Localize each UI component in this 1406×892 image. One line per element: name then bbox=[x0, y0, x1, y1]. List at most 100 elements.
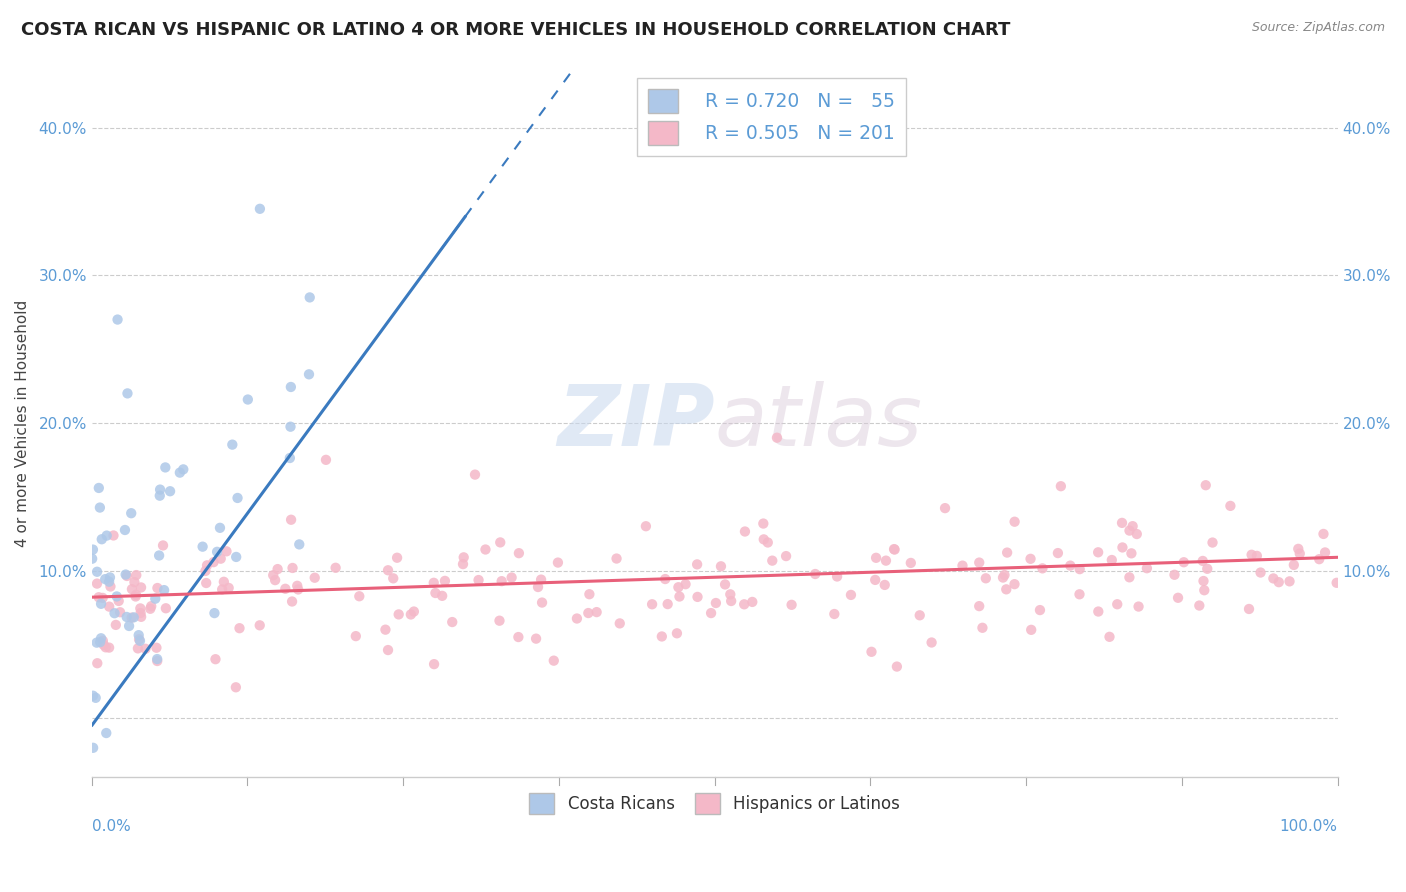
Point bbox=[967, 556, 990, 570]
Point bbox=[402, 605, 425, 619]
Point bbox=[761, 554, 783, 568]
Point bbox=[103, 606, 125, 620]
Point bbox=[453, 550, 475, 565]
Point bbox=[1118, 570, 1140, 584]
Point bbox=[105, 590, 128, 604]
Point bbox=[1195, 478, 1218, 492]
Point bbox=[325, 561, 347, 575]
Point bbox=[576, 606, 599, 620]
Point bbox=[134, 641, 156, 656]
Point bbox=[98, 570, 121, 584]
Point bbox=[118, 619, 141, 633]
Point bbox=[720, 594, 742, 608]
Point bbox=[606, 551, 628, 566]
Point bbox=[733, 597, 755, 611]
Point bbox=[225, 549, 247, 564]
Point bbox=[530, 573, 553, 587]
Point bbox=[451, 557, 474, 571]
Point bbox=[1197, 562, 1219, 576]
Point bbox=[489, 535, 512, 549]
Point bbox=[124, 590, 146, 604]
Point bbox=[508, 546, 530, 560]
Point bbox=[1101, 553, 1123, 567]
Point bbox=[865, 550, 887, 565]
Point bbox=[1246, 549, 1268, 563]
Point bbox=[527, 580, 550, 594]
Point bbox=[974, 571, 997, 585]
Point bbox=[665, 626, 688, 640]
Point bbox=[225, 681, 247, 695]
Point bbox=[149, 489, 172, 503]
Point bbox=[94, 572, 117, 586]
Point bbox=[172, 462, 194, 476]
Point bbox=[1268, 575, 1291, 590]
Point bbox=[641, 597, 664, 611]
Point bbox=[972, 621, 994, 635]
Point bbox=[766, 431, 789, 445]
Text: atlas: atlas bbox=[714, 382, 922, 465]
Point bbox=[704, 596, 727, 610]
Point bbox=[1087, 605, 1109, 619]
Point bbox=[657, 597, 679, 611]
Point bbox=[1128, 599, 1150, 614]
Point bbox=[565, 611, 588, 625]
Point bbox=[287, 582, 309, 597]
Point bbox=[1111, 541, 1133, 555]
Point bbox=[1286, 541, 1309, 556]
Point bbox=[991, 570, 1014, 584]
Point bbox=[474, 542, 496, 557]
Point bbox=[467, 573, 489, 587]
Point bbox=[1111, 516, 1133, 530]
Point bbox=[399, 607, 422, 622]
Point bbox=[91, 633, 114, 648]
Point bbox=[1250, 566, 1272, 580]
Point bbox=[1219, 499, 1241, 513]
Point bbox=[89, 635, 111, 649]
Point bbox=[756, 535, 779, 549]
Point bbox=[1126, 527, 1149, 541]
Point bbox=[349, 589, 371, 603]
Point bbox=[128, 628, 150, 642]
Point bbox=[873, 578, 896, 592]
Point bbox=[531, 596, 554, 610]
Point bbox=[1019, 623, 1042, 637]
Point bbox=[205, 545, 228, 559]
Point bbox=[385, 550, 408, 565]
Point bbox=[1069, 587, 1091, 601]
Point bbox=[1263, 571, 1285, 585]
Point bbox=[304, 571, 326, 585]
Point bbox=[1237, 602, 1260, 616]
Point bbox=[1046, 546, 1069, 560]
Point bbox=[1201, 535, 1223, 549]
Point bbox=[654, 572, 676, 586]
Point bbox=[752, 516, 775, 531]
Point bbox=[524, 632, 547, 646]
Point bbox=[285, 579, 308, 593]
Point bbox=[315, 453, 337, 467]
Point bbox=[124, 575, 146, 590]
Point bbox=[668, 590, 690, 604]
Point bbox=[155, 460, 177, 475]
Point bbox=[714, 577, 737, 591]
Point bbox=[666, 580, 689, 594]
Point bbox=[90, 533, 112, 547]
Point bbox=[1194, 583, 1216, 598]
Point bbox=[710, 559, 733, 574]
Point bbox=[117, 386, 139, 401]
Point bbox=[734, 524, 756, 539]
Point bbox=[1031, 561, 1053, 575]
Point bbox=[266, 562, 288, 576]
Point bbox=[204, 652, 226, 666]
Point bbox=[280, 380, 302, 394]
Point bbox=[1278, 574, 1301, 589]
Point bbox=[1136, 561, 1159, 575]
Point bbox=[249, 202, 271, 216]
Point bbox=[195, 576, 218, 591]
Point bbox=[129, 610, 152, 624]
Point bbox=[141, 599, 163, 614]
Point bbox=[863, 573, 886, 587]
Point bbox=[823, 607, 845, 621]
Point bbox=[860, 645, 883, 659]
Point bbox=[107, 594, 129, 608]
Point bbox=[344, 629, 367, 643]
